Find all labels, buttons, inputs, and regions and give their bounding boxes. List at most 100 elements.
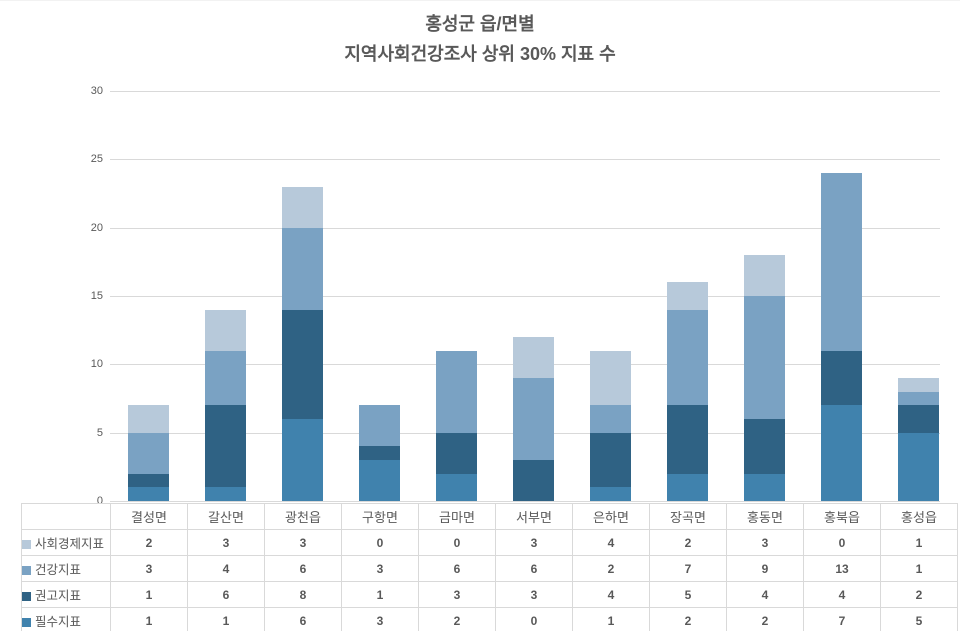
bar-segment-구항면-필수지표 [359, 460, 400, 501]
value-cell-홍동면-권고지표: 4 [726, 581, 804, 608]
category-header-갈산면: 갈산면 [187, 503, 265, 530]
y-tick-label-15: 15 [90, 290, 103, 302]
value-cell-홍북읍-건강지표: 13 [803, 555, 881, 582]
bar-segment-구항면-건강지표 [359, 405, 400, 447]
data-table: 결성면 갈산면 광천읍 구항면 금마면 서부면 은하면 장곡면 홍동면 홍북읍 홍성읍 사회경제지표 2… [21, 503, 958, 631]
bar-segment-장곡면-필수지표 [667, 473, 708, 501]
bar-segment-광천읍-건강지표 [282, 227, 323, 310]
bar-segment-갈산면-건강지표 [205, 350, 246, 406]
y-tick-label-30: 30 [90, 85, 103, 97]
y-tick-label-10: 10 [90, 358, 103, 371]
value-cell-장곡면-필수지표: 2 [649, 607, 727, 631]
value-cell-은하면-필수지표: 1 [572, 607, 650, 631]
series-label-cell: 필수지표 [21, 607, 111, 631]
table-row-사회경제지표: 사회경제지표 2 3 3 0 0 3 4 2 3 0 1 [21, 529, 958, 556]
bar-segment-서부면-권고지표 [513, 460, 554, 501]
table-row-필수지표: 필수지표 1 1 6 3 2 0 1 2 2 7 5 [21, 607, 958, 631]
value-cell-은하면-권고지표: 4 [572, 581, 650, 608]
value-cell-광천읍-건강지표: 6 [264, 555, 342, 582]
bar-segment-결성면-권고지표 [128, 473, 169, 488]
value-cell-서부면-필수지표: 0 [495, 607, 573, 631]
value-cell-광천읍-사회경제지표: 3 [264, 529, 342, 556]
category-header-결성면: 결성면 [110, 503, 188, 530]
bar-segment-광천읍-사회경제지표 [282, 186, 323, 228]
value-cell-결성면-필수지표: 1 [110, 607, 188, 631]
y-tick-label-0: 0 [96, 495, 103, 507]
value-cell-결성면-건강지표: 3 [110, 555, 188, 582]
value-cell-서부면-사회경제지표: 3 [495, 529, 573, 556]
value-cell-홍성읍-필수지표: 5 [880, 607, 958, 631]
series-label-cell: 권고지표 [21, 581, 111, 608]
chart-title: 홍성군 읍/면별 지역사회건강조사 상위 30% 지표 수 [0, 9, 960, 69]
category-header-금마면: 금마면 [418, 503, 496, 530]
category-header-광천읍: 광천읍 [264, 503, 342, 530]
bar-segment-금마면-권고지표 [436, 432, 477, 474]
value-cell-구항면-권고지표: 1 [341, 581, 419, 608]
value-cell-홍북읍-사회경제지표: 0 [803, 529, 881, 556]
legend-swatch-icon [22, 540, 31, 549]
table-row-권고지표: 권고지표 1 6 8 1 3 3 4 5 4 4 2 [21, 581, 958, 608]
gridline-15 [110, 296, 940, 297]
value-cell-금마면-건강지표: 6 [418, 555, 496, 582]
value-cell-결성면-사회경제지표: 2 [110, 529, 188, 556]
table-corner-cell [21, 503, 111, 530]
bar-segment-갈산면-사회경제지표 [205, 309, 246, 351]
value-cell-장곡면-건강지표: 7 [649, 555, 727, 582]
category-header-홍동면: 홍동면 [726, 503, 804, 530]
chart-title-line1: 홍성군 읍/면별 [425, 14, 535, 34]
value-cell-서부면-권고지표: 3 [495, 581, 573, 608]
bar-segment-광천읍-필수지표 [282, 419, 323, 501]
value-cell-갈산면-건강지표: 4 [187, 555, 265, 582]
series-label-cell: 사회경제지표 [21, 529, 111, 556]
bar-segment-갈산면-권고지표 [205, 405, 246, 488]
bar-segment-결성면-사회경제지표 [128, 405, 169, 433]
value-cell-금마면-필수지표: 2 [418, 607, 496, 631]
bar-segment-갈산면-필수지표 [205, 487, 246, 501]
category-header-장곡면: 장곡면 [649, 503, 727, 530]
bar-segment-은하면-건강지표 [590, 405, 631, 433]
y-axis: 0 5 10 15 20 25 30 [55, 85, 103, 507]
bar-segment-홍성읍-필수지표 [898, 432, 939, 501]
category-header-서부면: 서부면 [495, 503, 573, 530]
series-label-cell: 건강지표 [21, 555, 111, 582]
value-cell-홍동면-필수지표: 2 [726, 607, 804, 631]
bar-segment-홍북읍-권고지표 [821, 350, 862, 406]
value-cell-갈산면-사회경제지표: 3 [187, 529, 265, 556]
category-header-은하면: 은하면 [572, 503, 650, 530]
bar-segment-홍성읍-권고지표 [898, 405, 939, 433]
category-header-홍성읍: 홍성읍 [880, 503, 958, 530]
legend-swatch-icon [22, 566, 31, 575]
gridline-0 [110, 501, 940, 502]
y-tick-label-20: 20 [90, 221, 103, 234]
legend-swatch-icon [22, 592, 31, 601]
value-cell-구항면-사회경제지표: 0 [341, 529, 419, 556]
value-cell-갈산면-필수지표: 1 [187, 607, 265, 631]
gridline-30 [110, 91, 940, 92]
value-cell-홍성읍-권고지표: 2 [880, 581, 958, 608]
value-cell-장곡면-사회경제지표: 2 [649, 529, 727, 556]
bar-segment-장곡면-권고지표 [667, 405, 708, 474]
value-cell-금마면-사회경제지표: 0 [418, 529, 496, 556]
bar-segment-홍동면-사회경제지표 [744, 255, 785, 296]
value-cell-홍동면-건강지표: 9 [726, 555, 804, 582]
value-cell-홍북읍-필수지표: 7 [803, 607, 881, 631]
bar-segment-광천읍-권고지표 [282, 309, 323, 419]
value-cell-갈산면-권고지표: 6 [187, 581, 265, 608]
bar-segment-장곡면-건강지표 [667, 309, 708, 406]
value-cell-장곡면-권고지표: 5 [649, 581, 727, 608]
bar-segment-홍동면-필수지표 [744, 473, 785, 501]
value-cell-은하면-건강지표: 2 [572, 555, 650, 582]
bar-segment-홍북읍-필수지표 [821, 405, 862, 501]
value-cell-서부면-건강지표: 6 [495, 555, 573, 582]
bar-segment-금마면-건강지표 [436, 350, 477, 433]
gridline-20 [110, 227, 940, 229]
category-header-구항면: 구항면 [341, 503, 419, 530]
value-cell-홍성읍-사회경제지표: 1 [880, 529, 958, 556]
value-cell-결성면-권고지표: 1 [110, 581, 188, 608]
bar-segment-서부면-건강지표 [513, 378, 554, 460]
bar-segment-홍성읍-사회경제지표 [898, 378, 939, 392]
value-cell-구항면-필수지표: 3 [341, 607, 419, 631]
value-cell-광천읍-필수지표: 6 [264, 607, 342, 631]
y-tick-label-5: 5 [96, 426, 103, 439]
